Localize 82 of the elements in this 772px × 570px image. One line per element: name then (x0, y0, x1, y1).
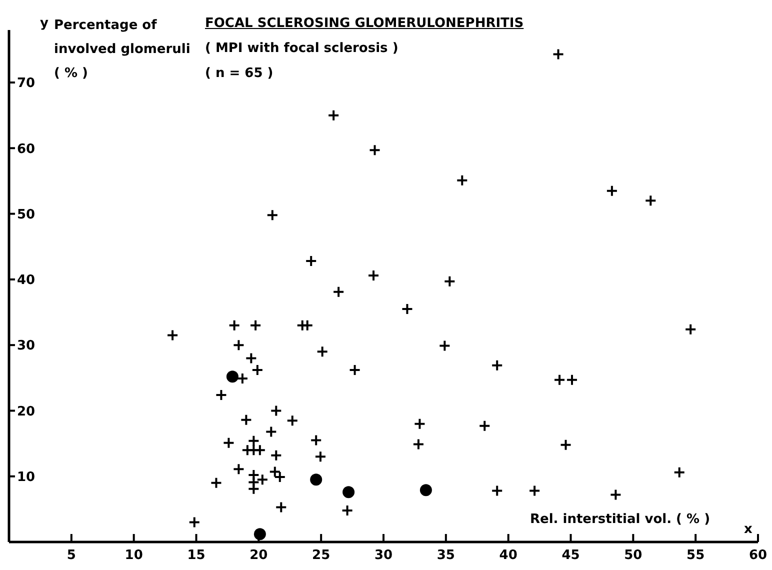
point (222, 436, 235, 449)
point (254, 528, 266, 540)
point (188, 516, 200, 528)
point (332, 286, 345, 298)
y-tick-label: 70 (17, 76, 36, 92)
point (316, 346, 328, 358)
point (240, 414, 252, 426)
point (270, 404, 282, 417)
point (254, 444, 266, 456)
point (491, 359, 504, 372)
y-tick-label: 40 (17, 273, 36, 288)
point (275, 501, 288, 514)
point (228, 319, 240, 332)
point (412, 438, 424, 450)
point (328, 109, 340, 122)
point (248, 482, 260, 495)
x-tick-label: 15 (187, 548, 206, 564)
point (456, 174, 468, 186)
point (245, 352, 258, 364)
annotation: x (744, 521, 752, 539)
point (610, 488, 622, 501)
point (286, 414, 298, 427)
x-tick-label: 55 (686, 548, 705, 564)
x-axis-title: Rel. interstitial vol. ( % ) (530, 511, 710, 529)
y-tick-label: 10 (17, 470, 36, 485)
point (401, 302, 414, 315)
point (210, 476, 222, 489)
chart-title: FOCAL SCLEROSING GLOMERULONEPHRITIS (205, 15, 524, 33)
point (438, 340, 451, 352)
point (250, 319, 262, 332)
point (566, 374, 578, 386)
point (215, 388, 228, 401)
point (491, 484, 504, 497)
y-tick-label: 60 (17, 142, 36, 157)
text: ( MPI with focal sclerosis ) (205, 40, 398, 58)
point (368, 144, 381, 156)
point (606, 184, 618, 197)
point (314, 450, 326, 463)
x-tick-label: 30 (374, 548, 393, 564)
x-tick-label: 45 (562, 548, 580, 564)
point (166, 329, 179, 342)
point (444, 275, 456, 288)
x-tick-label: 35 (436, 548, 455, 564)
point (528, 484, 541, 497)
point (560, 438, 572, 451)
x-tick-label: 10 (124, 548, 143, 564)
point (552, 48, 564, 60)
x-tick-label: 60 (748, 548, 768, 564)
point (414, 418, 426, 430)
y-tick-label: 50 (17, 207, 36, 222)
point (226, 370, 238, 383)
y-axis-title: Percentage of involved glomeruli ( % ) (54, 17, 190, 83)
x-tick-label: 20 (250, 548, 268, 564)
point (232, 339, 245, 352)
y-tick-label: 30 (17, 338, 36, 354)
point (305, 255, 318, 268)
point (348, 364, 361, 376)
x-tick-label: 5 (66, 548, 76, 564)
point (251, 364, 264, 376)
point (478, 420, 491, 432)
point (310, 474, 322, 486)
point (232, 463, 245, 476)
annotation: ( n = 65 ) (205, 65, 274, 83)
point (265, 426, 278, 438)
point (644, 194, 657, 207)
x-tick-label: 50 (624, 548, 642, 564)
x-tick-label: 25 (312, 548, 330, 564)
point (266, 209, 278, 222)
point (420, 484, 432, 496)
point (341, 504, 354, 516)
x-tick-label: 40 (499, 548, 518, 564)
point (368, 269, 380, 282)
point (342, 486, 355, 498)
point (673, 466, 686, 478)
point (270, 449, 282, 462)
point (248, 434, 260, 447)
point (310, 434, 322, 446)
point (236, 372, 248, 385)
point (684, 323, 697, 336)
point (554, 374, 566, 386)
annotation: y (40, 15, 48, 33)
y-tick-label: 20 (17, 404, 36, 420)
